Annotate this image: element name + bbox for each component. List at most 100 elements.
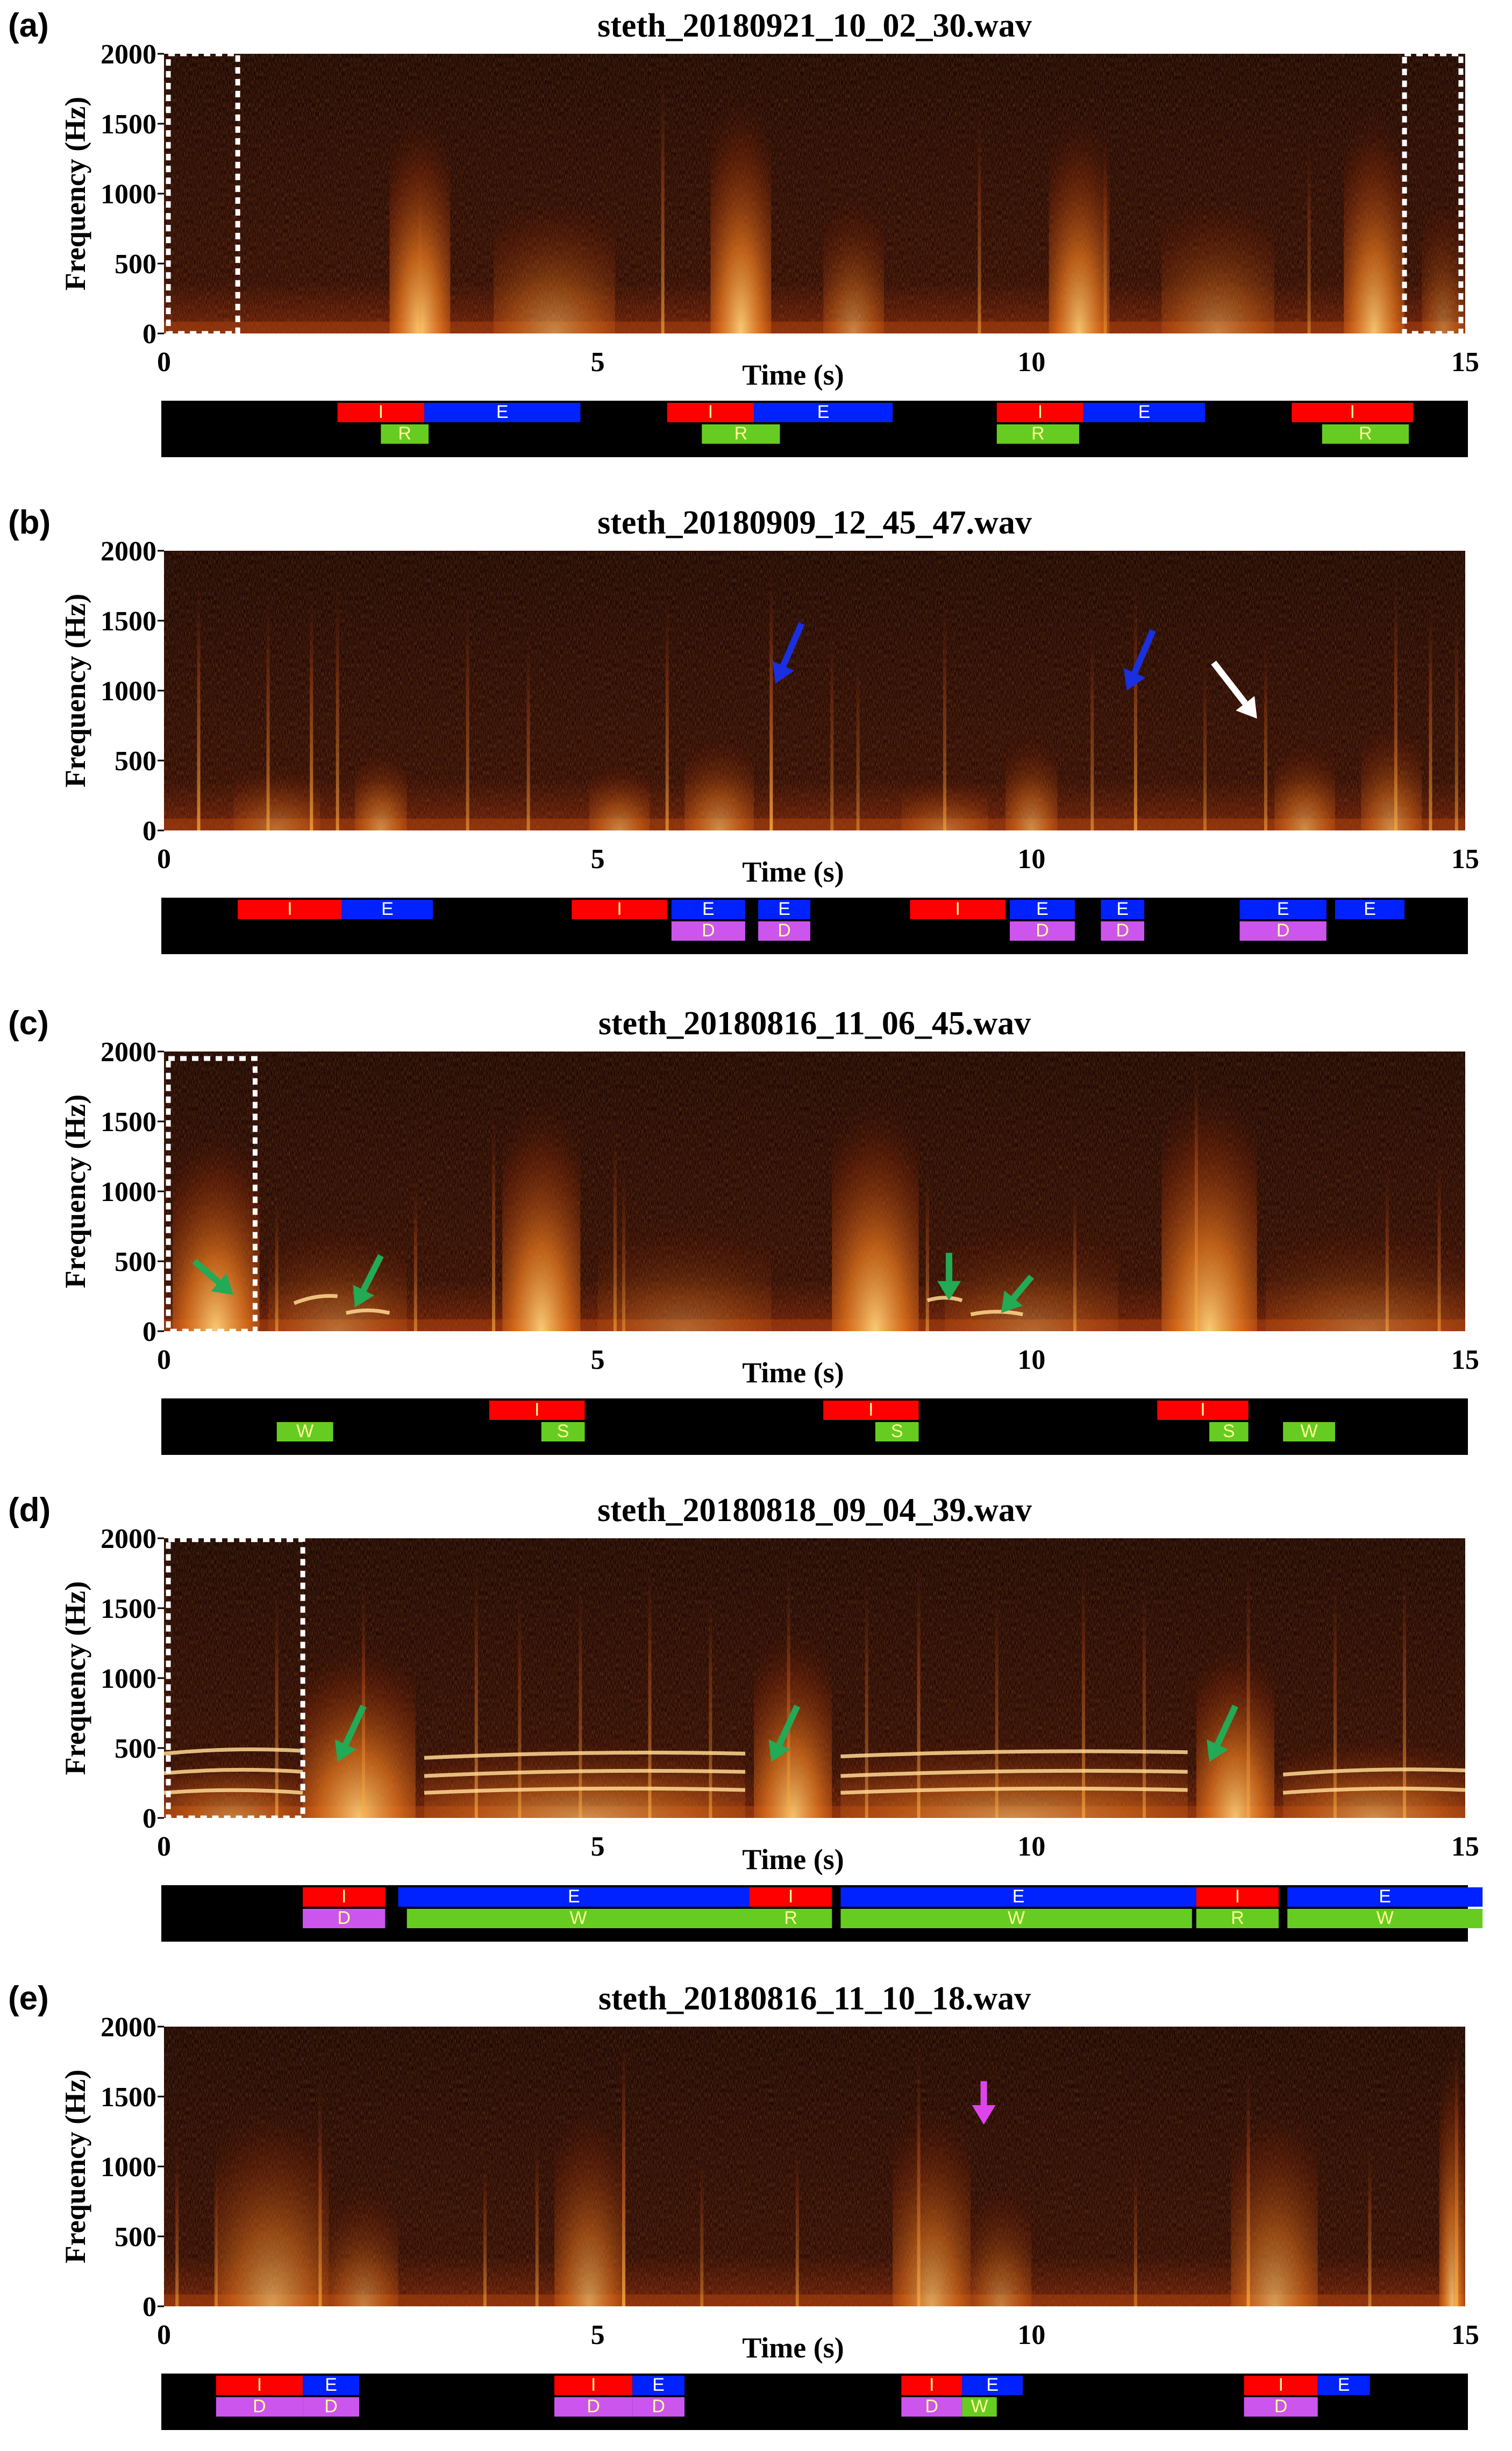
arrow-shaft [1131, 629, 1156, 674]
y-tick-label: 2000 [101, 536, 156, 567]
segment-label: E [1116, 899, 1129, 919]
harmonic-line [424, 1751, 746, 1760]
segment-block [303, 1887, 386, 1907]
transient-streak [1307, 138, 1311, 333]
arrow-head [353, 1284, 374, 1308]
sound-energy-region [354, 747, 407, 830]
segment-label: I [929, 2375, 934, 2395]
segment-green: R [381, 423, 429, 444]
panel-label: (d) [8, 1491, 51, 1529]
segment-block [996, 403, 1084, 422]
segment-label: E [986, 2375, 999, 2395]
y-tick-label: 500 [115, 1247, 156, 1277]
segment-block [541, 1422, 585, 1441]
x-tick-label: 10 [1017, 1345, 1045, 1375]
transient-streak [1143, 1566, 1146, 1818]
arrow-shaft [1011, 1274, 1034, 1301]
segment-label: W [1008, 1908, 1025, 1928]
segment-block [1244, 2397, 1318, 2417]
segment-label: E [652, 2375, 665, 2395]
highlight-box [1402, 51, 1464, 336]
sound-energy-region [1344, 103, 1405, 333]
sound-energy-region [1283, 1734, 1465, 1818]
segment-green: S [1209, 1421, 1249, 1441]
segment-block [303, 1909, 386, 1928]
transient-streak [856, 649, 860, 830]
transient-streak [1133, 2152, 1137, 2306]
segment-label: E [702, 899, 715, 919]
highlight-box [166, 51, 240, 336]
segment-block [337, 403, 424, 422]
y-tick-label: 1500 [101, 1594, 156, 1624]
segment-block [901, 2376, 962, 2395]
segment-label: I [379, 402, 383, 422]
x-tick-label: 15 [1451, 1831, 1479, 1862]
segment-block [671, 900, 745, 919]
sound-energy-region [597, 1219, 772, 1331]
segment-block [216, 2376, 303, 2395]
segment-label: E [1379, 1886, 1391, 1907]
transient-streak [579, 1566, 582, 1818]
annotation-arrow [1207, 1704, 1238, 1762]
arrow-shaft [343, 1704, 367, 1746]
segment-block [996, 424, 1080, 444]
segment-block [398, 1887, 750, 1907]
segment-exhale: E [840, 1886, 1196, 1907]
segment-label: I [788, 1886, 793, 1907]
segment-label: D [1274, 2396, 1288, 2417]
sound-energy-region [1422, 194, 1465, 333]
segment-discontinuous: D [758, 920, 810, 941]
transient-streak [995, 1580, 999, 1818]
segment-block [554, 2397, 633, 2417]
segment-block [632, 2397, 684, 2417]
transient-streak [1394, 565, 1397, 830]
segment-label: E [325, 2375, 337, 2395]
segment-discontinuous: D [1101, 920, 1145, 941]
annotation-arrow [772, 622, 805, 684]
transient-streak [1203, 649, 1207, 830]
segment-label: W [971, 2396, 988, 2417]
transient-streak [1194, 1052, 1198, 1331]
segment-exhale: E [962, 2375, 1023, 2395]
arrow-shaft [1211, 660, 1248, 706]
segment-label: I [708, 402, 713, 422]
segment-inhale: I [667, 402, 754, 422]
segment-discontinuous: D [901, 2396, 962, 2417]
arrow-shaft [780, 622, 805, 667]
segment-inhale: I [216, 2375, 303, 2395]
segment-label: E [381, 899, 394, 919]
harmonic-line [1282, 1767, 1466, 1777]
transient-streak [943, 593, 946, 830]
transient-streak [1454, 2027, 1458, 2306]
segment-label: I [591, 2375, 596, 2395]
segment-block [216, 2397, 303, 2417]
sound-energy-region [502, 1093, 581, 1331]
highlight-box [166, 1056, 258, 1334]
segment-block [572, 900, 667, 919]
segment-block [702, 424, 780, 444]
segment-block [554, 2376, 633, 2395]
x-axis-label: Time (s) [742, 359, 844, 391]
x-axis-label: Time (s) [742, 1843, 844, 1875]
y-tick-label: 1000 [101, 2152, 156, 2183]
y-tick-label: 1500 [101, 1107, 156, 1138]
y-axis-label: Frequency (Hz) [59, 97, 91, 290]
segment-block [1101, 900, 1145, 919]
harmonic-line [293, 1294, 338, 1305]
segment-label: I [1278, 2375, 1283, 2395]
transient-streak [1133, 579, 1137, 830]
y-tick-label: 1000 [101, 1177, 156, 1207]
segment-block [1287, 1909, 1483, 1928]
transient-streak [418, 166, 422, 333]
panel-b: (b) steth_20180909_12_45_47.wav 0 500 1000 15… [8, 504, 1479, 954]
segment-exhale: E [758, 899, 810, 919]
transient-streak [787, 1552, 790, 1818]
segment-inhale: I [1292, 402, 1414, 422]
segment-block [1083, 403, 1205, 422]
x-tick-label: 5 [591, 347, 605, 378]
transient-streak [1264, 635, 1267, 830]
harmonic-line [424, 1768, 746, 1778]
segment-block [840, 1909, 1192, 1928]
sound-energy-region [684, 733, 754, 830]
segment-label: S [891, 1421, 903, 1441]
